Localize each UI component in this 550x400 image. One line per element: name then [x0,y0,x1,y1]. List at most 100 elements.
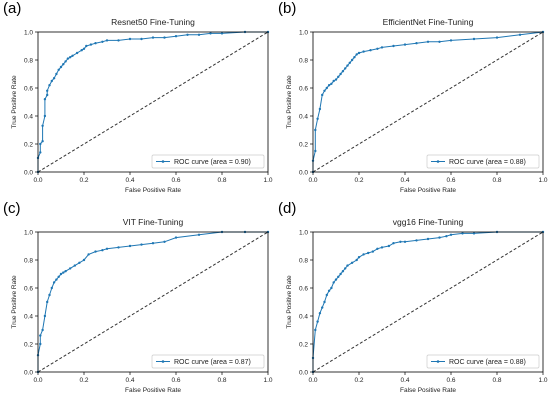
roc-curve-point [197,33,201,36]
roc-curve-point [350,58,354,62]
roc-curve-point [186,33,189,36]
roc-curve-point [43,314,47,318]
roc-curve-point [105,39,109,42]
x-tick-label: 0.4 [125,177,134,184]
roc-curve-point [518,33,522,36]
roc-curve-point [426,237,430,241]
roc-curve-point [314,328,317,332]
y-tick-label: 0.8 [299,257,308,264]
roc-curve-point [337,275,340,278]
x-tick-label: 0.4 [400,177,409,184]
roc-curve-point [318,312,322,315]
chart-title: EfficientNet Fine-Tuning [383,17,474,27]
roc-curve-point [332,79,335,83]
roc-curve-point [85,44,88,48]
roc-curve-point [71,54,74,57]
y-tick-label: 0.8 [24,57,33,64]
roc-curve-point [341,270,345,273]
y-tick-label: 0.0 [24,169,33,176]
roc-curve-point [39,334,42,337]
legend-label: ROC curve (area = 0.88) [449,159,526,166]
roc-curve-point [316,320,319,323]
roc-curve-point [89,43,93,46]
roc-curve-point [344,67,347,70]
roc-curve-point [376,47,379,50]
plot-frame [312,231,544,373]
reference-diagonal [37,31,269,173]
y-axis-label: True Positive Rate [286,275,293,329]
roc-curve-point [59,65,63,69]
chart-title: VIT Fine-Tuning [123,217,184,227]
roc-curve-point [62,271,65,274]
roc-curve-point [346,264,349,267]
roc-curve-point [87,253,90,256]
y-tick-label: 0.2 [24,341,33,348]
legend-marker [161,160,165,163]
y-tick-label: 0.0 [299,169,308,176]
y-axis-label: True Positive Rate [11,75,18,129]
legend-marker [436,160,440,163]
x-tick-label: 0.8 [217,177,226,184]
x-tick-label: 0.6 [446,177,455,184]
y-tick-label: 1.0 [299,229,308,236]
x-tick-label: 0.2 [79,377,88,384]
x-tick-label: 0.0 [33,377,42,384]
x-axis-label: False Positive Rate [400,387,456,394]
roc-curve-point [346,64,349,67]
roc-curve-point [94,250,97,253]
y-tick-label: 0.6 [24,285,33,292]
roc-curve-point [392,44,395,48]
roc-curve-point [403,240,407,243]
roc-curve-point [449,39,453,42]
roc-curve-point [101,249,104,252]
roc-curve-point [50,79,53,83]
roc-curve-point [327,84,331,87]
roc-curve-point [323,300,326,304]
roc-curve-point [461,232,464,235]
y-tick-label: 1.0 [24,229,33,236]
y-tick-label: 0.0 [299,369,308,376]
legend-box [151,354,265,369]
reference-diagonal [312,31,544,173]
roc-chart-efficientnet: EfficientNet Fine-Tuning 0.0 0.2 0.4 0.6 0.8 1… [286,17,548,194]
panel-letter: (d) [278,200,297,217]
roc-curve-point [323,89,326,93]
y-tick-label: 0.4 [24,313,33,320]
roc-curve-point [117,39,120,42]
roc-curve-point [151,242,155,245]
x-tick-label: 0.4 [125,377,134,384]
legend-box [426,154,540,169]
x-tick-label: 0.2 [354,377,363,384]
roc-curve-point [41,328,44,332]
roc-curve-point [117,246,120,249]
roc-chart-resnet50: Resnet50 Fine-Tuning 0.0 0.2 0.4 0.6 0.8 1.0 0.… [11,17,273,194]
x-axis-label: False Positive Rate [400,187,456,194]
roc-chart-vgg16: vgg16 Fine-Tuning 0.0 0.2 0.4 0.6 0.8 1.0 0.0 0.… [286,217,548,394]
roc-curve-point [341,70,345,73]
plot-frame [37,31,269,173]
roc-curve-point [46,300,49,304]
roc-curve-point [52,77,56,80]
roc-curve-point [82,258,86,262]
plot-frame [312,31,544,173]
x-tick-label: 0.6 [171,177,180,184]
roc-curve-point [348,61,351,64]
roc-curve-point [41,140,44,143]
roc-curve-point [330,82,333,86]
plot-frame [37,231,269,373]
chart-title: Resnet50 Fine-Tuning [111,17,195,27]
x-tick-label: 0.6 [446,377,455,384]
x-tick-label: 0.4 [400,377,409,384]
roc-curve-point [362,50,365,53]
roc-curve-point [495,36,499,39]
roc-curve-point [69,56,72,59]
roc-curve-point [415,42,418,45]
roc-curve-point [48,84,51,87]
x-axis-label: False Positive Rate [125,187,181,194]
x-tick-label: 1.0 [538,177,547,184]
y-axis-label: True Positive Rate [11,275,18,329]
roc-curve-point [163,240,166,243]
x-tick-label: 0.8 [217,377,226,384]
legend-box [151,154,265,169]
roc-curve-point [376,247,379,250]
